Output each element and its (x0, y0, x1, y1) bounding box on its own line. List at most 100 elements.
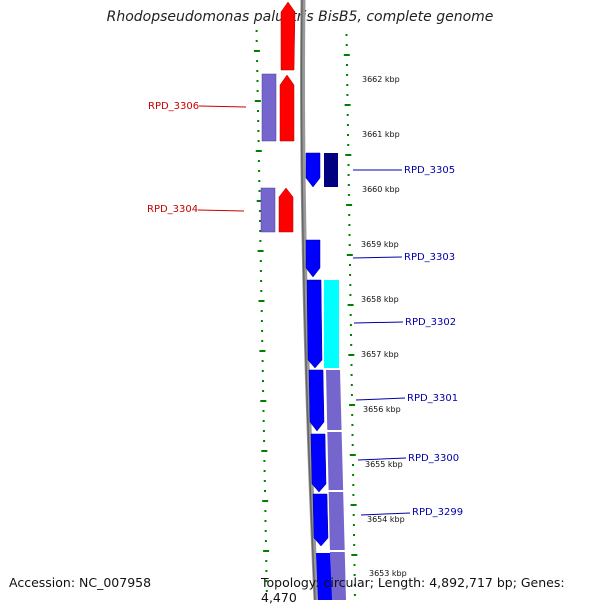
track-dot (256, 200, 263, 202)
track-dot (259, 350, 266, 352)
gene-forward-rpd3300[interactable] (310, 433, 327, 493)
track-dot (352, 514, 355, 516)
topology-text: Topology: circular; Length: 4,892,717 bp… (261, 575, 565, 605)
track-dot (346, 124, 349, 126)
gene-forward-rpd3302[interactable] (306, 279, 323, 369)
track-dot (261, 360, 264, 362)
track-dot (265, 590, 268, 592)
track-dot (347, 194, 350, 196)
track-dot (349, 274, 352, 276)
map-title: Rhodopseudomonas palustris BisB5, comple… (106, 9, 494, 25)
track-dot (351, 424, 354, 426)
track-dot (343, 54, 350, 56)
track-dot (262, 430, 265, 432)
gene-label-rpd-3302[interactable]: RPD_3302 (405, 317, 456, 328)
track-dot (262, 420, 265, 422)
track-dot (264, 490, 266, 492)
track-dot (261, 340, 264, 342)
kbp-ticks: 3662 kbp 3661 kbp 3660 kbp 3659 kbp 3658 kbp… (361, 75, 407, 578)
feature-purple-rpd3306[interactable] (261, 73, 277, 142)
track-dot (350, 364, 353, 366)
track-dot (353, 564, 356, 566)
track-dot (346, 84, 349, 86)
feature-cyan-rpd3302[interactable] (324, 280, 339, 368)
track-dot (257, 120, 260, 122)
track-dot (259, 260, 262, 262)
track-dot (350, 394, 353, 396)
track-dot (351, 554, 358, 556)
track-dot (255, 30, 258, 32)
track-dot (351, 414, 354, 416)
track-dot (347, 304, 354, 306)
track-dot (347, 134, 349, 136)
track-dot (350, 384, 353, 386)
track-dot (346, 204, 353, 206)
track-dot (353, 594, 356, 596)
feature-navy-rpd3305[interactable] (324, 153, 338, 187)
track-dot (349, 454, 356, 456)
track-dot (350, 374, 353, 376)
track-dot (260, 320, 263, 322)
gene-reverse-rpd3306[interactable] (279, 74, 295, 142)
gene-label-rpd-3303[interactable]: RPD_3303 (404, 252, 455, 263)
kbp-tick-label: 3656 kbp (363, 405, 401, 414)
track-dot (346, 64, 348, 66)
gene-reverse-1[interactable] (280, 1, 296, 71)
genome-backbone (300, 0, 319, 600)
track-dot (349, 404, 356, 406)
track-dot (260, 400, 267, 402)
track-dot (261, 370, 264, 372)
track-dot (264, 540, 267, 542)
gene-label-rpd-3300[interactable]: RPD_3300 (408, 453, 459, 464)
gene-label-leader (355, 397, 406, 401)
track-dot (263, 440, 266, 442)
track-dot (256, 60, 259, 62)
gene-label-leader (352, 256, 403, 259)
gene-label-rpd-3301[interactable]: RPD_3301 (407, 393, 458, 404)
gene-label-rpd-3305[interactable]: RPD_3305 (404, 165, 455, 176)
track-dot (256, 90, 259, 92)
kbp-tick-label: 3654 kbp (367, 515, 405, 524)
kbp-tick-label: 3660 kbp (362, 185, 400, 194)
gene-label-rpd-3304[interactable]: RPD_3304 (147, 204, 198, 215)
track-dot (253, 50, 260, 52)
track-dot (346, 114, 349, 116)
track-dot (351, 444, 354, 446)
track-dot (351, 434, 354, 436)
track-dot (263, 550, 270, 552)
track-dot (349, 284, 352, 286)
gene-label-rpd-3299[interactable]: RPD_3299 (412, 507, 463, 518)
track-dot (347, 184, 350, 186)
gene-label-leader (357, 457, 407, 461)
feature-purple-rpd3304[interactable] (260, 187, 276, 233)
gene-reverse-rpd3304[interactable] (278, 187, 294, 233)
track-dot (257, 110, 259, 112)
track-dot (257, 130, 260, 132)
track-dot (257, 160, 260, 162)
kbp-tick-label: 3657 kbp (361, 350, 399, 359)
gene-label-rpd-3306[interactable]: RPD_3306 (148, 101, 199, 112)
track-dot (265, 560, 268, 562)
track-dot (347, 144, 350, 146)
track-dot (348, 214, 351, 216)
track-dot (353, 574, 356, 576)
track-dot (352, 464, 354, 466)
kbp-tick-label: 3661 kbp (362, 130, 400, 139)
gene-forward-rpd3299[interactable] (312, 493, 329, 547)
gene-labels: RPD_3306 RPD_3304 RPD_3305 RPD_3303 RPD_3302… (147, 101, 463, 518)
track-dot (254, 100, 261, 102)
gene-forward-rpd3303[interactable] (305, 239, 321, 278)
gene-forward-4[interactable] (316, 553, 332, 600)
track-dot (262, 390, 265, 392)
track-dot (352, 524, 355, 526)
kbp-tick-label: 3659 kbp (361, 240, 399, 249)
gene-forward-rpd3301[interactable] (308, 369, 325, 432)
gene-forward-rpd3305[interactable] (305, 152, 321, 188)
track-dot (257, 140, 260, 142)
track-dot (260, 280, 263, 282)
track-dot (265, 570, 268, 572)
track-dot (259, 270, 262, 272)
track-dot (344, 104, 351, 106)
feature-purple-rpd3301[interactable] (326, 370, 346, 600)
